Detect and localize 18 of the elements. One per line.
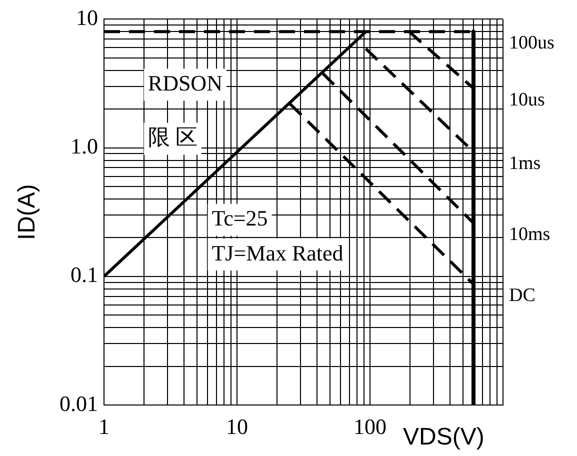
annotation: Tc=25 bbox=[212, 206, 268, 231]
y-tick-label: 10 bbox=[76, 4, 98, 30]
x-axis-title: VDS(V) bbox=[403, 424, 484, 451]
series-label: 100us bbox=[509, 32, 554, 54]
y-tick-label: 0.1 bbox=[70, 262, 98, 288]
x-tick-label: 1 bbox=[98, 414, 110, 439]
y-tick-label: 1.0 bbox=[70, 134, 98, 159]
annotation: 限 区 bbox=[148, 124, 198, 150]
series-label: 10ms bbox=[509, 224, 550, 246]
y-axis-title: ID(A) bbox=[14, 184, 41, 240]
annotation: RDSON bbox=[148, 70, 223, 96]
series-label: 1ms bbox=[509, 152, 541, 174]
series-label: 10us bbox=[509, 89, 545, 110]
series-label: DC bbox=[509, 285, 536, 306]
x-tick-label: 10 bbox=[226, 414, 248, 439]
y-tick-label: 0.01 bbox=[60, 390, 98, 416]
x-tick-label: 100 bbox=[354, 414, 386, 439]
annotation: TJ=Max Rated bbox=[212, 240, 344, 266]
